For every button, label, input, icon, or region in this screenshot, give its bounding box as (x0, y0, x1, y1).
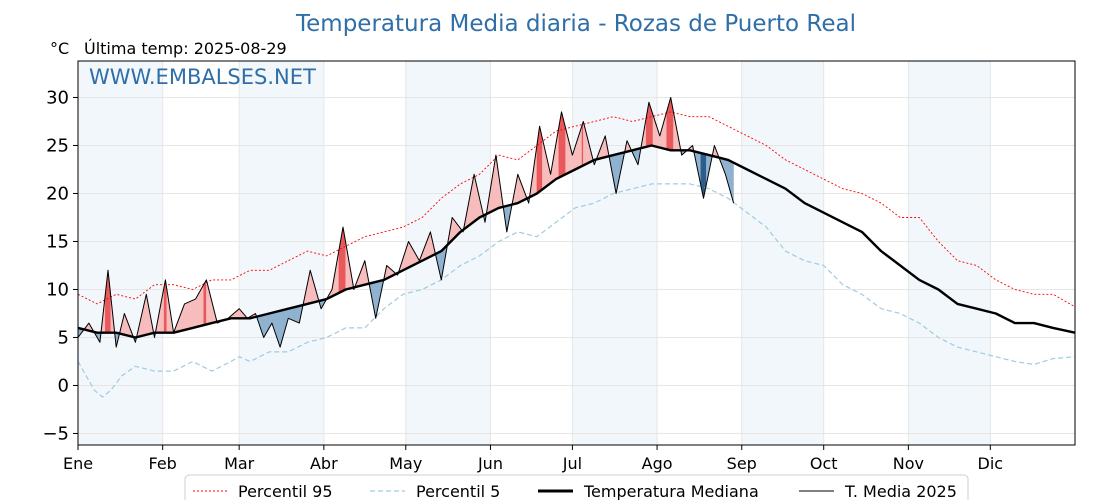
x-tick-label: Oct (810, 454, 838, 473)
x-axis-ticks: Ene Feb Mar Abr May Jun Jul Ago Sep Oct Nov Dic (63, 445, 1003, 473)
series-line-t-media-2025 (77, 97, 735, 348)
anomaly-fill-warm (579, 129, 581, 168)
anomaly-fill-warm (342, 227, 345, 292)
x-tick-label: Jul (562, 454, 582, 473)
legend-label-median: Temperatura Mediana (583, 482, 759, 500)
y-tick-label: 15 (46, 231, 69, 252)
anomaly-fill-warm (452, 216, 454, 241)
x-tick-label: Ago (642, 454, 673, 473)
anomaly-fill-cold (294, 306, 297, 323)
anomaly-fill-warm (651, 110, 654, 147)
month-band (741, 61, 824, 445)
month-bands (78, 61, 991, 445)
y-tick-label: 25 (46, 135, 69, 156)
y-tick-label: 5 (58, 327, 69, 348)
legend-label-2025: T. Media 2025 (844, 482, 957, 500)
anomaly-fill-warm (188, 301, 191, 330)
x-tick-label: Nov (893, 454, 924, 473)
anomaly-fill-warm (197, 291, 200, 327)
anomaly-fill-warm (199, 288, 202, 327)
anomaly-fill-warm (189, 300, 192, 329)
anomaly-fill-cold (731, 161, 734, 204)
anomaly-fill-warm (202, 283, 204, 326)
month-band (908, 61, 991, 445)
anomaly-fill-warm (561, 111, 564, 177)
anomaly-fill-warm (562, 117, 565, 176)
month-band (405, 61, 491, 445)
y-axis-unit: °C (50, 39, 69, 58)
anomaly-fill-warm (409, 243, 412, 268)
anomaly-fill-cold (289, 307, 292, 320)
anomaly-fill-cold (297, 305, 300, 324)
legend: Percentil 95 Percentil 5 Temperatura Med… (184, 474, 969, 500)
x-tick-label: Jun (477, 454, 503, 473)
anomaly-fill-warm (667, 102, 670, 151)
anomaly-fill-warm (187, 301, 189, 330)
anomaly-fill-cold (293, 306, 296, 322)
anomaly-fill-warm (580, 125, 583, 168)
anomaly-fill-warm (203, 281, 206, 326)
watermark: WWW.EMBALSES.NET (89, 65, 316, 89)
y-tick-label: −5 (42, 423, 69, 444)
anomaly-fill-warm (195, 295, 198, 328)
series-line-temperatura-mediana (77, 144, 1076, 339)
anomaly-fill-cold (296, 306, 299, 323)
anomaly-fill-warm (564, 122, 566, 176)
month-band (239, 61, 324, 445)
anomaly-fill-warm (185, 302, 188, 330)
anomaly-fill-cold (263, 314, 266, 339)
month-band (78, 61, 163, 445)
legend-label-p95: Percentil 95 (238, 482, 333, 500)
month-band (572, 61, 658, 445)
anomaly-fill-warm (386, 265, 389, 279)
anomaly-fill-warm (559, 111, 562, 178)
series-line-percentil-95 (77, 111, 1076, 308)
chart-title: Temperatura Media diaria - Rozas de Puer… (295, 11, 856, 37)
anomaly-fill-cold (278, 310, 281, 348)
anomaly-fill-cold (290, 307, 293, 321)
y-tick-label: 30 (46, 87, 69, 108)
y-tick-label: 10 (46, 279, 69, 300)
x-tick-label: Sep (727, 454, 757, 473)
x-tick-label: Mar (224, 454, 255, 473)
legend-label-p5: Percentil 5 (416, 482, 500, 500)
anomaly-fill-cold (264, 313, 267, 336)
anomaly-fill-warm (206, 279, 208, 325)
legend-box (184, 474, 969, 500)
anomaly-fill-cold (288, 308, 290, 320)
anomaly-fill-warm (453, 218, 456, 240)
anomaly-fill-warm (193, 298, 196, 328)
anomaly-fill-cold (292, 307, 294, 321)
anomaly-fill-warm (648, 102, 651, 147)
anomaly-fill-warm (200, 286, 203, 327)
x-tick-label: Dic (978, 454, 1004, 473)
anomaly-fill-warm (540, 132, 543, 191)
y-axis-ticks: −5 0 5 10 15 20 25 30 (42, 87, 78, 444)
anomaly-fill-warm (408, 240, 411, 268)
anomaly-fill-warm (542, 138, 544, 190)
y-tick-label: 0 (58, 375, 69, 396)
plot-frame (77, 60, 1076, 446)
last-temp-label: Última temp: 2025-08-29 (84, 39, 287, 58)
anomaly-fill-warm (565, 128, 568, 175)
series-line-percentil-5 (77, 183, 1076, 398)
x-tick-label: Feb (149, 454, 177, 473)
anomaly-fill-warm (192, 299, 195, 329)
anomaly-fill-warm (196, 293, 199, 328)
anomaly-fill-warm (666, 107, 669, 150)
anomaly-fill-warm (650, 106, 652, 147)
anomaly-fill-warm (204, 279, 207, 326)
x-tick-label: Abr (310, 454, 338, 473)
series-lines (77, 97, 1076, 398)
x-tick-label: Ene (63, 454, 93, 473)
anomaly-fill-warm (191, 299, 193, 329)
x-tick-label: May (389, 454, 422, 473)
anomaly-fill-warm (539, 126, 542, 192)
y-tick-label: 20 (46, 183, 69, 204)
anomaly-fill-warm (669, 97, 671, 151)
anomaly-fill-warm (184, 302, 187, 331)
anomaly-fill-warm (581, 121, 584, 167)
